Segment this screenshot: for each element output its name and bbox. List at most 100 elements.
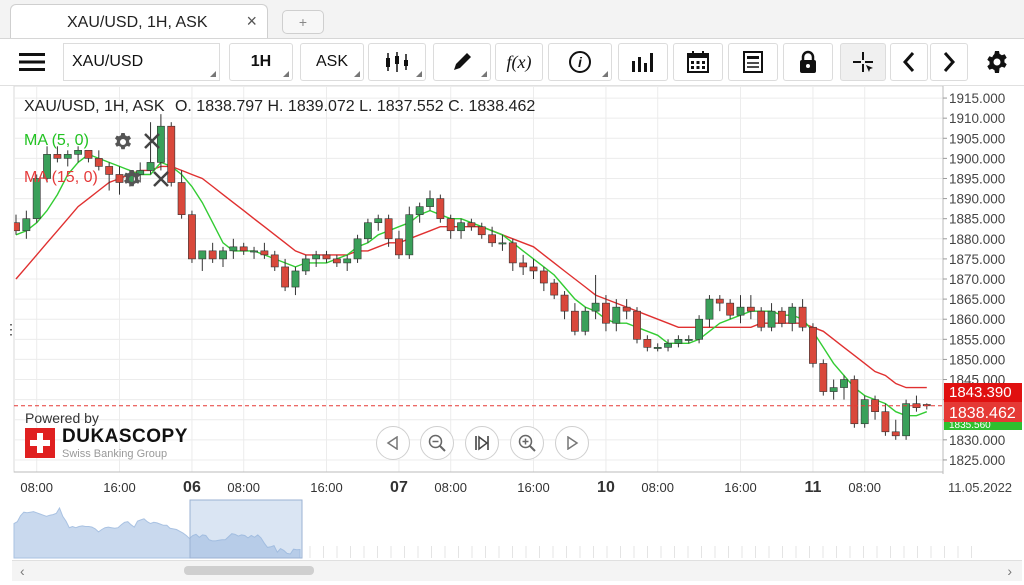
scroll-left-button[interactable] bbox=[890, 43, 928, 81]
candle-body bbox=[426, 198, 434, 207]
y-tick-label: 1870.000 bbox=[949, 272, 1005, 287]
timeframe-selector[interactable]: 1H bbox=[229, 43, 293, 81]
y-tick-label: 1890.000 bbox=[949, 192, 1005, 207]
candle-body bbox=[850, 379, 859, 425]
candle-body bbox=[250, 250, 258, 253]
candle-body bbox=[43, 154, 51, 179]
candle-body bbox=[219, 250, 227, 260]
zoom-out-icon bbox=[428, 434, 446, 452]
x-tick-label: 16:00 bbox=[724, 480, 757, 495]
candle-body bbox=[602, 302, 610, 324]
candle-body bbox=[684, 339, 693, 341]
gear-icon bbox=[987, 51, 1007, 73]
y-tick-label: 1915.000 bbox=[949, 91, 1005, 106]
candle-body bbox=[457, 222, 465, 232]
x-tick-label: 11 bbox=[804, 479, 821, 496]
pan-left-button[interactable] bbox=[376, 426, 410, 460]
scroll-thumb[interactable] bbox=[184, 566, 314, 575]
candles-layer bbox=[14, 114, 931, 440]
tab-active[interactable]: XAU/USD, 1H, ASK × bbox=[10, 4, 268, 38]
candle-body bbox=[881, 411, 890, 433]
scroll-right-button[interactable] bbox=[930, 43, 968, 81]
calendar-button[interactable] bbox=[673, 43, 723, 81]
x-tick-label: 06 bbox=[183, 479, 201, 496]
candle-body bbox=[208, 250, 217, 260]
instrument-selector[interactable]: XAU/USD bbox=[63, 43, 220, 81]
report-button[interactable] bbox=[728, 43, 778, 81]
new-tab-button[interactable]: + bbox=[282, 10, 324, 34]
scroll-right-arrow-icon[interactable]: › bbox=[1007, 563, 1012, 579]
reset-view-button[interactable] bbox=[465, 426, 499, 460]
volume-button[interactable] bbox=[618, 43, 668, 81]
gear-icon[interactable] bbox=[113, 132, 133, 152]
side-selector[interactable]: ASK bbox=[300, 43, 364, 81]
candle-body bbox=[436, 198, 445, 219]
candle-body bbox=[157, 125, 165, 163]
candle-body bbox=[726, 302, 735, 316]
horizontal-scrollbar[interactable]: ‹ › bbox=[12, 560, 1022, 581]
chart-area[interactable]: 1915.000 1910.000 1905.000 1900.000 1895.000… bbox=[0, 86, 1024, 585]
candle-body bbox=[498, 242, 507, 245]
pan-right-button[interactable] bbox=[555, 426, 589, 460]
x-tick-label: 16:00 bbox=[103, 480, 136, 495]
price-chart[interactable]: 1915.000 1910.000 1905.000 1900.000 1895.000… bbox=[0, 86, 1024, 585]
ma5-price-tag: 1835.560 bbox=[944, 422, 1022, 430]
settings-button[interactable] bbox=[976, 43, 1018, 81]
candle-body bbox=[860, 399, 869, 425]
candle-body bbox=[840, 379, 848, 388]
y-tick-label: 1900.000 bbox=[949, 151, 1005, 166]
gear-icon[interactable] bbox=[122, 169, 142, 189]
x-tick-label: 08:00 bbox=[20, 480, 53, 495]
candle-body bbox=[560, 294, 569, 312]
candle-body bbox=[488, 234, 496, 244]
candle-body bbox=[664, 343, 672, 348]
candle-body bbox=[374, 218, 383, 224]
chart-type-button[interactable] bbox=[368, 43, 426, 81]
candle-body bbox=[902, 403, 910, 437]
info-button[interactable]: i bbox=[548, 43, 612, 81]
navigator-window bbox=[189, 499, 303, 559]
close-icon[interactable] bbox=[152, 170, 170, 188]
candle-body bbox=[260, 250, 269, 256]
candle-body bbox=[746, 306, 755, 312]
crosshair-button[interactable] bbox=[840, 43, 886, 81]
candle-body bbox=[84, 150, 93, 159]
tab-bar: XAU/USD, 1H, ASK × + bbox=[0, 0, 1024, 39]
drawing-tools-button[interactable] bbox=[433, 43, 491, 81]
candle-body bbox=[653, 347, 662, 349]
candle-body bbox=[32, 178, 41, 219]
candle-body bbox=[63, 154, 72, 159]
calendar-icon bbox=[687, 51, 709, 73]
scroll-left-arrow-icon[interactable]: ‹ bbox=[20, 563, 25, 579]
candle-body bbox=[829, 387, 838, 392]
y-tick-label: 1880.000 bbox=[949, 232, 1005, 247]
info-icon: i bbox=[569, 51, 591, 73]
lock-button[interactable] bbox=[783, 43, 833, 81]
y-tick-label: 1905.000 bbox=[949, 131, 1005, 146]
drag-handle-icon[interactable]: ⋮ bbox=[4, 321, 18, 337]
candle-body bbox=[477, 226, 486, 236]
ma5-legend: MA (5, 0) bbox=[24, 132, 89, 150]
dukascopy-logo bbox=[25, 428, 55, 458]
dropdown-corner-icon bbox=[416, 71, 422, 77]
candle-body bbox=[695, 318, 703, 340]
candle-body bbox=[633, 310, 641, 340]
candle-body bbox=[363, 222, 372, 240]
menu-button[interactable] bbox=[8, 43, 56, 81]
close-icon[interactable] bbox=[143, 132, 161, 150]
y-tick-label: 1855.000 bbox=[949, 332, 1005, 347]
chart-title: XAU/USD, 1H, ASK bbox=[24, 98, 165, 115]
close-tab-icon[interactable]: × bbox=[246, 11, 257, 31]
dropdown-corner-icon bbox=[481, 71, 487, 77]
zoom-out-button[interactable] bbox=[420, 426, 454, 460]
candle-body bbox=[14, 222, 20, 232]
zoom-in-icon bbox=[518, 434, 536, 452]
x-tick-label: 16:00 bbox=[517, 480, 550, 495]
candle-body bbox=[384, 218, 393, 240]
candle-body bbox=[736, 306, 745, 316]
candle-body bbox=[136, 170, 145, 175]
zoom-in-button[interactable] bbox=[510, 426, 544, 460]
chart-header: XAU/USD, 1H, ASK O. 1838.797 H. 1839.072… bbox=[24, 98, 535, 116]
candle-body bbox=[239, 246, 248, 252]
indicators-button[interactable]: f(x) bbox=[495, 43, 543, 81]
